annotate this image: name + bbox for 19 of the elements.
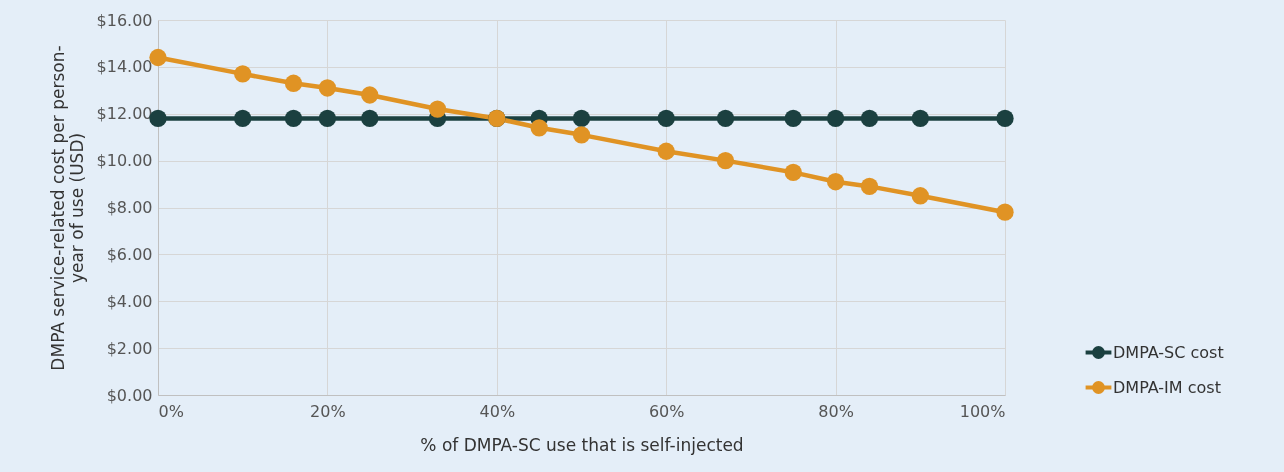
y-tick-label: $4.00 — [106, 291, 153, 311]
y-tick-label: $2.00 — [106, 338, 153, 358]
y-tick-label: $0.00 — [106, 385, 153, 405]
y-tick-label: $6.00 — [106, 244, 153, 264]
y-tick-label: $16.00 — [96, 10, 153, 30]
x-tick-label: 100% — [959, 401, 1006, 421]
y-tick-label: $10.00 — [96, 151, 153, 171]
y-tick-label: $12.00 — [96, 104, 153, 124]
x-tick-label: 60% — [648, 401, 685, 421]
y-axis-title: DMPA service-related cost per person-year of use (USD) — [47, 45, 87, 371]
x-tick-label: 40% — [479, 401, 516, 421]
x-tick-label: 80% — [818, 401, 854, 421]
y-tick-label: $14.00 — [96, 57, 153, 77]
legend-label: DMPA-SC cost — [1113, 342, 1224, 362]
x-tick-label: 0% — [158, 401, 184, 421]
x-axis-title: % of DMPA-SC use that is self-injected — [420, 434, 744, 455]
legend-label: DMPA-IM cost — [1113, 377, 1221, 397]
x-tick-label: 20% — [310, 401, 346, 421]
y-tick-label: $8.00 — [106, 198, 153, 217]
